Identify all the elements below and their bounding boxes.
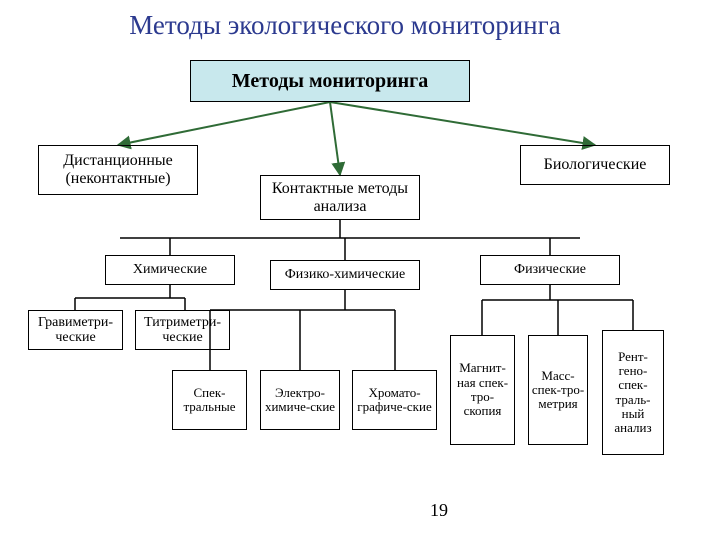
node-grav: Гравиметри-ческие [28,310,123,350]
node-bio: Биологические [520,145,670,185]
node-spec: Спек-тральные [172,370,247,430]
node-contact: Контактные методы анализа [260,175,420,220]
page-number: 19 [430,500,448,521]
node-pchem: Физико-химические [270,260,420,290]
node-phys: Физические [480,255,620,285]
node-dist: Дистанционные (неконтактные) [38,145,198,195]
node-titr: Титриметри-ческие [135,310,230,350]
node-root: Методы мониторинга [190,60,470,102]
node-xray: Рент-гено-спек-траль-ный анализ [602,330,664,455]
page-title: Методы экологического мониторинга [0,10,690,41]
node-elchem: Электро-химиче-ские [260,370,340,430]
node-chrom: Хромато-графиче-ские [352,370,437,430]
node-mass: Масс-спек-тро-метрия [528,335,588,445]
node-magn: Магнит-ная спек-тро-скопия [450,335,515,445]
node-chem: Химические [105,255,235,285]
